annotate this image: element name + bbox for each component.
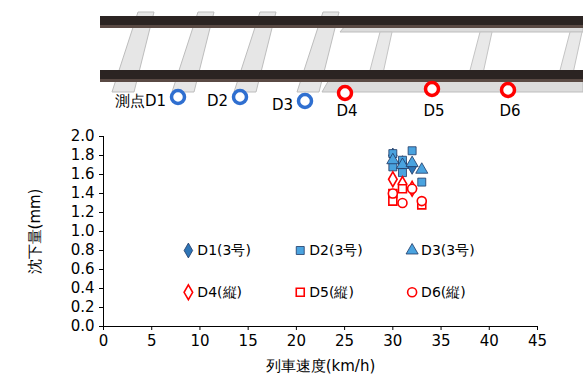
svg-text:列車速度(km/h): 列車速度(km/h) — [266, 357, 376, 375]
svg-text:20: 20 — [287, 332, 306, 350]
svg-text:5: 5 — [147, 332, 157, 350]
svg-text:15: 15 — [239, 332, 258, 350]
svg-text:0.0: 0.0 — [71, 317, 95, 335]
svg-text:0: 0 — [99, 332, 109, 350]
svg-text:D5(縦): D5(縦) — [309, 284, 354, 300]
svg-text:1.4: 1.4 — [71, 184, 95, 202]
svg-text:D6(縦): D6(縦) — [421, 284, 466, 300]
svg-text:沈下量(mm): 沈下量(mm) — [26, 189, 44, 275]
svg-text:0.4: 0.4 — [71, 279, 95, 297]
svg-text:測点D1: 測点D1 — [115, 92, 166, 110]
svg-text:D3(3号): D3(3号) — [421, 242, 475, 258]
svg-text:1.6: 1.6 — [71, 165, 95, 183]
svg-text:0.8: 0.8 — [71, 241, 95, 259]
svg-text:1.0: 1.0 — [71, 222, 95, 240]
svg-text:1.2: 1.2 — [71, 203, 95, 221]
svg-text:D3: D3 — [272, 96, 293, 114]
svg-text:40: 40 — [480, 332, 499, 350]
svg-text:D4(縦): D4(縦) — [197, 284, 242, 300]
svg-text:30: 30 — [383, 332, 402, 350]
svg-text:D1(3号): D1(3号) — [197, 242, 251, 258]
svg-text:0.6: 0.6 — [71, 260, 95, 278]
svg-text:D2: D2 — [207, 92, 228, 110]
svg-text:35: 35 — [432, 332, 451, 350]
svg-text:D2(3号): D2(3号) — [309, 242, 363, 258]
svg-text:D4: D4 — [336, 102, 357, 120]
svg-text:0.2: 0.2 — [71, 298, 95, 316]
svg-text:1.8: 1.8 — [71, 146, 95, 164]
svg-text:D6: D6 — [499, 102, 520, 120]
svg-text:45: 45 — [528, 332, 547, 350]
svg-text:D5: D5 — [423, 102, 444, 120]
svg-text:10: 10 — [190, 332, 209, 350]
svg-text:25: 25 — [335, 332, 354, 350]
svg-text:2.0: 2.0 — [71, 127, 95, 145]
